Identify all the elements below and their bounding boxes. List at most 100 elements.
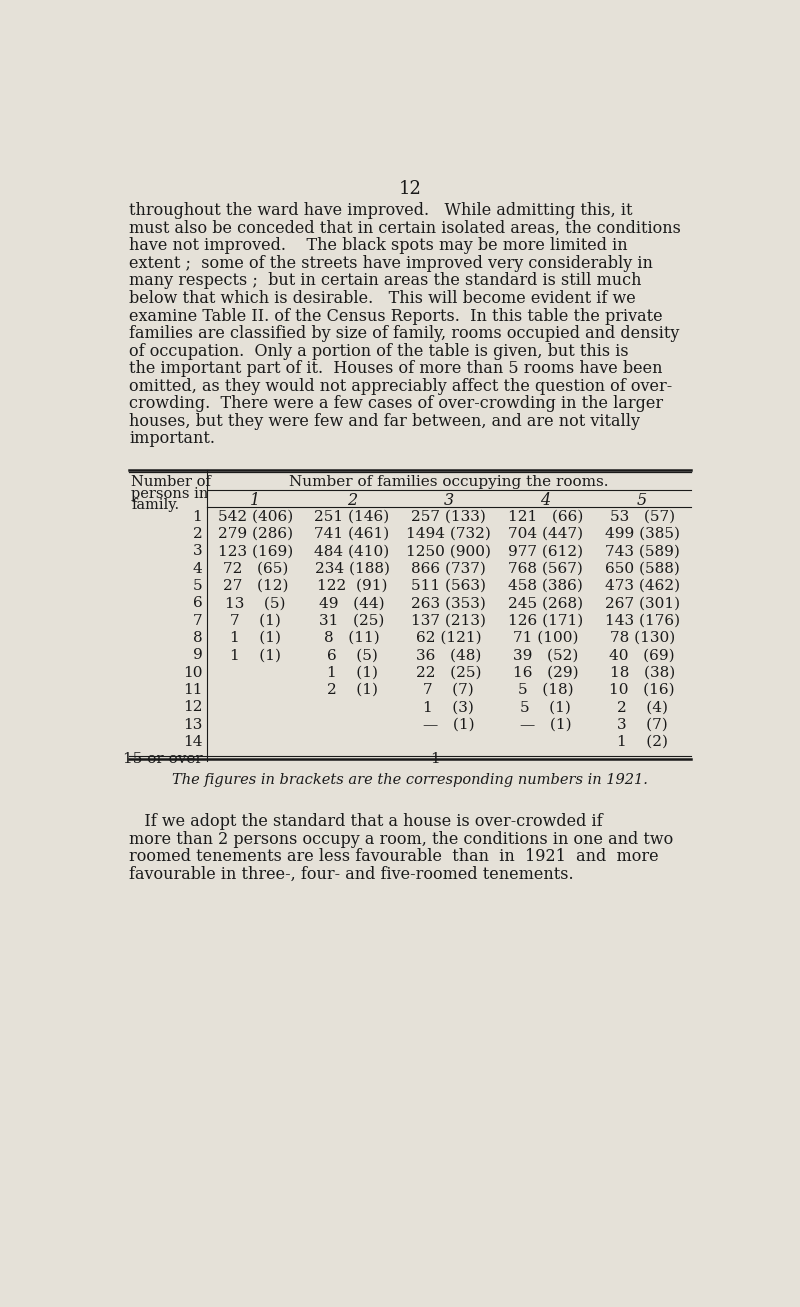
Text: 5: 5 [637, 491, 647, 508]
Text: 1    (1): 1 (1) [230, 648, 281, 663]
Text: 741 (461): 741 (461) [314, 527, 390, 541]
Text: 49   (44): 49 (44) [319, 596, 385, 610]
Text: 511 (563): 511 (563) [411, 579, 486, 593]
Text: 263 (353): 263 (353) [411, 596, 486, 610]
Text: 62 (121): 62 (121) [416, 631, 482, 644]
Text: —   (1): — (1) [520, 718, 571, 732]
Text: roomed tenements are less favourable  than  in  1921  and  more: roomed tenements are less favourable tha… [130, 848, 659, 865]
Text: 9: 9 [193, 648, 202, 663]
Text: 1    (3): 1 (3) [423, 701, 474, 714]
Text: The figures in brackets are the corresponding numbers in 1921.: The figures in brackets are the correspo… [172, 772, 648, 787]
Text: 7    (1): 7 (1) [230, 613, 281, 627]
Text: 40   (69): 40 (69) [610, 648, 675, 663]
Text: 866 (737): 866 (737) [411, 562, 486, 575]
Text: Number of: Number of [131, 474, 211, 489]
Text: 53   (57): 53 (57) [610, 510, 674, 524]
Text: 3    (7): 3 (7) [617, 718, 667, 732]
Text: houses, but they were few and far between, and are not vitally: houses, but they were few and far betwee… [130, 413, 641, 430]
Text: omitted, as they would not appreciably affect the question of over-: omitted, as they would not appreciably a… [130, 378, 673, 395]
Text: 6    (5): 6 (5) [326, 648, 378, 663]
Text: 1250 (900): 1250 (900) [406, 544, 491, 558]
Text: of occupation.  Only a portion of the table is given, but this is: of occupation. Only a portion of the tab… [130, 342, 629, 359]
Text: 123 (169): 123 (169) [218, 544, 293, 558]
Text: 31   (25): 31 (25) [319, 613, 385, 627]
Text: 2    (4): 2 (4) [617, 701, 668, 714]
Text: 267 (301): 267 (301) [605, 596, 680, 610]
Text: 4: 4 [541, 491, 550, 508]
Text: 16   (29): 16 (29) [513, 665, 578, 680]
Text: 5    (1): 5 (1) [520, 701, 571, 714]
Text: 72   (65): 72 (65) [222, 562, 288, 575]
Text: 137 (213): 137 (213) [411, 613, 486, 627]
Text: many respects ;  but in certain areas the standard is still much: many respects ; but in certain areas the… [130, 272, 642, 289]
Text: throughout the ward have improved.   While admitting this, it: throughout the ward have improved. While… [130, 203, 633, 220]
Text: important.: important. [130, 430, 215, 447]
Text: 6: 6 [193, 596, 202, 610]
Text: If we adopt the standard that a house is over-crowded if: If we adopt the standard that a house is… [130, 813, 603, 830]
Text: persons in: persons in [131, 486, 208, 501]
Text: 22   (25): 22 (25) [416, 665, 482, 680]
Text: 78 (130): 78 (130) [610, 631, 675, 644]
Text: 1: 1 [250, 491, 260, 508]
Text: 1    (1): 1 (1) [230, 631, 281, 644]
Text: 8   (11): 8 (11) [324, 631, 380, 644]
Text: 14: 14 [182, 735, 202, 749]
Text: 5: 5 [193, 579, 202, 593]
Text: 2: 2 [193, 527, 202, 541]
Text: 2    (1): 2 (1) [326, 682, 378, 697]
Text: Number of families occupying the rooms.: Number of families occupying the rooms. [289, 474, 609, 489]
Text: 7: 7 [193, 613, 202, 627]
Text: 251 (146): 251 (146) [314, 510, 390, 524]
Text: 650 (588): 650 (588) [605, 562, 680, 575]
Text: 458 (386): 458 (386) [508, 579, 583, 593]
Text: have not improved.    The black spots may be more limited in: have not improved. The black spots may b… [130, 238, 628, 255]
Text: 1494 (732): 1494 (732) [406, 527, 491, 541]
Text: 484 (410): 484 (410) [314, 544, 390, 558]
Text: 499 (385): 499 (385) [605, 527, 680, 541]
Text: 977 (612): 977 (612) [508, 544, 583, 558]
Text: 126 (171): 126 (171) [508, 613, 583, 627]
Text: 12: 12 [398, 180, 422, 197]
Text: 245 (268): 245 (268) [508, 596, 583, 610]
Text: 8: 8 [193, 631, 202, 644]
Text: 257 (133): 257 (133) [411, 510, 486, 524]
Text: 1  —: 1 — [431, 753, 466, 766]
Text: 3: 3 [444, 491, 454, 508]
Text: the important part of it.  Houses of more than 5 rooms have been: the important part of it. Houses of more… [130, 361, 663, 378]
Text: 121   (66): 121 (66) [508, 510, 583, 524]
Text: 1: 1 [193, 510, 202, 524]
Text: 704 (447): 704 (447) [508, 527, 583, 541]
Text: 39   (52): 39 (52) [513, 648, 578, 663]
Text: 10: 10 [182, 665, 202, 680]
Text: 122  (91): 122 (91) [317, 579, 387, 593]
Text: 12: 12 [182, 701, 202, 714]
Text: 18   (38): 18 (38) [610, 665, 675, 680]
Text: 2: 2 [347, 491, 357, 508]
Text: more than 2 persons occupy a room, the conditions in one and two: more than 2 persons occupy a room, the c… [130, 830, 674, 848]
Text: crowding.  There were a few cases of over-crowding in the larger: crowding. There were a few cases of over… [130, 396, 663, 413]
Text: 27   (12): 27 (12) [222, 579, 288, 593]
Text: examine Table II. of the Census Reports.  In this table the private: examine Table II. of the Census Reports.… [130, 307, 663, 324]
Text: 4: 4 [193, 562, 202, 575]
Text: 15 or over: 15 or over [122, 753, 202, 766]
Text: extent ;  some of the streets have improved very considerably in: extent ; some of the streets have improv… [130, 255, 654, 272]
Text: must also be conceded that in certain isolated areas, the conditions: must also be conceded that in certain is… [130, 220, 682, 237]
Text: below that which is desirable.   This will become evident if we: below that which is desirable. This will… [130, 290, 636, 307]
Text: 3: 3 [193, 544, 202, 558]
Text: 7    (7): 7 (7) [423, 682, 474, 697]
Text: 1    (2): 1 (2) [617, 735, 668, 749]
Text: 279 (286): 279 (286) [218, 527, 293, 541]
Text: —   (1): — (1) [423, 718, 474, 732]
Text: 13    (5): 13 (5) [225, 596, 286, 610]
Text: 768 (567): 768 (567) [508, 562, 583, 575]
Text: favourable in three-, four- and five-roomed tenements.: favourable in three-, four- and five-roo… [130, 865, 574, 882]
Text: 13: 13 [183, 718, 202, 732]
Text: 143 (176): 143 (176) [605, 613, 680, 627]
Text: 234 (188): 234 (188) [314, 562, 390, 575]
Text: 10   (16): 10 (16) [610, 682, 675, 697]
Text: 11: 11 [182, 682, 202, 697]
Text: family.: family. [131, 498, 179, 512]
Text: 71 (100): 71 (100) [513, 631, 578, 644]
Text: families are classified by size of family, rooms occupied and density: families are classified by size of famil… [130, 325, 680, 342]
Text: 5   (18): 5 (18) [518, 682, 574, 697]
